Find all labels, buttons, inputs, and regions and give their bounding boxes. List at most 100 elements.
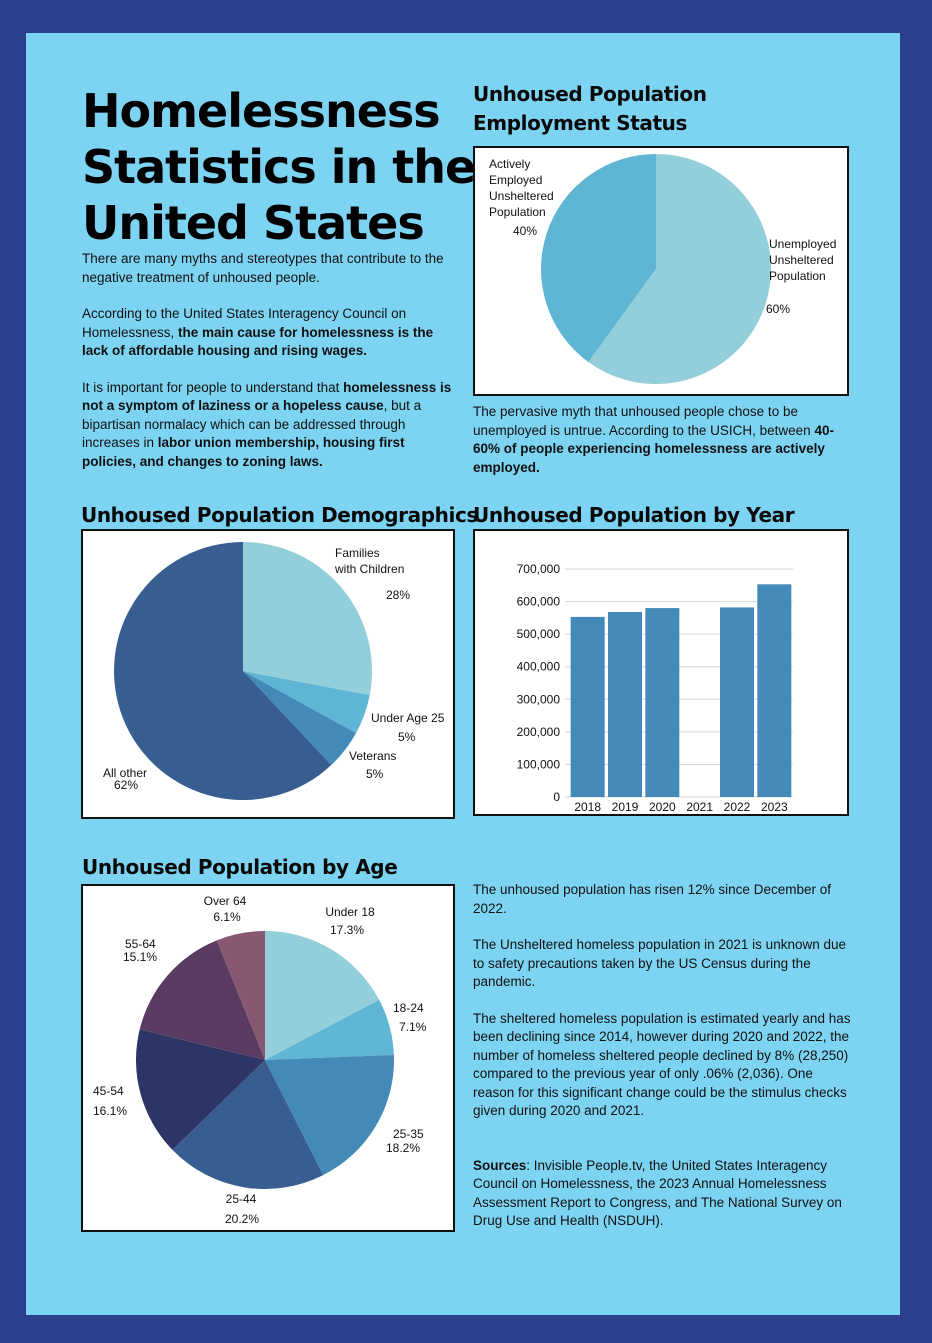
- intro-p3-bold: labor union membership, housing first po…: [82, 435, 405, 469]
- infographic-page: Homelessness Statistics in the United St…: [26, 33, 900, 1315]
- intro-p3-text: It is important for people to understand…: [82, 379, 344, 395]
- slice-label: Under 18: [325, 905, 375, 919]
- x-tick-label: 2020: [649, 800, 676, 814]
- employment-chart-box: Unemployed Unsheltered Population 60% Active…: [473, 146, 849, 396]
- x-tick-label: 2019: [612, 800, 639, 814]
- notes-paragraph-2: The Unsheltered homeless population in 2…: [473, 937, 846, 989]
- pie-slice: [265, 1054, 395, 1176]
- employment-caption-bold: 40-60% of people experiencing homelessne…: [473, 422, 834, 475]
- pie-slice: [265, 999, 394, 1060]
- y-tick-label: 200,000: [517, 725, 561, 739]
- x-tick-label: 2023: [761, 800, 788, 814]
- pie-slice: [243, 671, 357, 766]
- x-tick-label: 2021: [686, 800, 713, 814]
- bar: [608, 611, 642, 797]
- intro-text: There are many myths and stereotypes tha…: [82, 250, 458, 471]
- pie-slice: [216, 931, 265, 1060]
- by-age-title: Unhoused Population by Age: [82, 855, 398, 879]
- intro-paragraph-2: According to the United States Interagen…: [82, 305, 458, 361]
- slice-label: Population: [489, 205, 546, 219]
- slice-value-label: 20.2%: [225, 1212, 259, 1226]
- slice-label: Under Age 25: [371, 711, 445, 725]
- y-tick-label: 0: [553, 790, 560, 804]
- pie-slice: [139, 940, 265, 1060]
- slice-label: 18-24: [393, 1001, 424, 1015]
- main-title-line: United States: [82, 196, 425, 250]
- slice-label: 55-64: [125, 937, 156, 951]
- notes-text: The unhoused population has risen 12% si…: [473, 881, 851, 1231]
- bar: [720, 607, 754, 797]
- slice-label: 45-54: [93, 1084, 124, 1098]
- sources-paragraph: Sources: Invisible People.tv, the United…: [473, 1157, 851, 1231]
- slice-value-label: 40%: [513, 224, 537, 238]
- slice-label: Unemployed: [769, 237, 836, 251]
- intro-p2-bold: the main cause for homelessness is the l…: [82, 324, 434, 359]
- slice-label: Unsheltered: [489, 189, 554, 203]
- slice-label: Unsheltered: [769, 253, 834, 267]
- slice-value-label: 5%: [398, 730, 416, 744]
- x-tick-label: 2022: [724, 800, 751, 814]
- pie-slice: [243, 671, 370, 734]
- employment-caption-text: The pervasive myth that unhoused people …: [473, 404, 815, 438]
- by-age-chart-box: Under 18 17.3% 18-24 7.1% 25-35 18.2% 25-44 20.…: [81, 884, 455, 1232]
- sources-label: Sources: [473, 1157, 527, 1173]
- by-year-chart-box: 0 100,000 200,000 300,000 400,000 500,000 600,…: [473, 529, 849, 816]
- pie-slice: [172, 1060, 324, 1189]
- slice-label: 25-44: [226, 1192, 257, 1206]
- pie-slice: [265, 931, 380, 1060]
- notes-paragraph-1: The unhoused population has risen 12% si…: [473, 882, 831, 916]
- main-title-line: Statistics in the: [82, 140, 476, 194]
- slice-value-label: 28%: [386, 588, 410, 602]
- sources-text: : Invisible People.tv, the United States…: [473, 1157, 842, 1229]
- y-tick-label: 700,000: [517, 562, 561, 576]
- employment-caption: The pervasive myth that unhoused people …: [473, 403, 841, 477]
- slice-label: Actively: [489, 157, 530, 171]
- intro-p2-text: According to the United States Interagen…: [82, 306, 407, 340]
- intro-paragraph-3: It is important for people to understand…: [82, 379, 458, 472]
- intro-p3-text: , but a bipartisan normalacy which can b…: [82, 398, 422, 450]
- employment-title-line: Unhoused Population: [473, 82, 707, 106]
- by-year-bar-chart: 0 100,000 200,000 300,000 400,000 500,000 600,…: [517, 562, 793, 814]
- employment-title-line: Employment Status: [473, 111, 687, 135]
- pie-slice: [113, 542, 332, 800]
- slice-value-label: 62%: [114, 778, 138, 792]
- employment-title: Unhoused Population Employment Status: [473, 80, 707, 138]
- slice-label: Population: [769, 269, 826, 283]
- bar: [570, 616, 605, 797]
- slice-value-label: 18.2%: [386, 1141, 420, 1155]
- slice-label: Over 64: [204, 894, 247, 908]
- slice-value-label: 5%: [366, 767, 384, 781]
- notes-paragraph-3: The sheltered homeless population is est…: [473, 1010, 851, 1119]
- main-title-line: Homelessness: [82, 84, 441, 138]
- slice-label: Employed: [489, 173, 542, 187]
- pie-slice: [136, 1029, 265, 1150]
- pie-slice: [588, 154, 771, 384]
- y-tick-label: 600,000: [517, 595, 561, 609]
- by-year-title: Unhoused Population by Year: [473, 503, 795, 527]
- slice-value-label: 15.1%: [123, 950, 157, 964]
- main-title: Homelessness Statistics in the United St…: [82, 83, 482, 251]
- slice-label: 25-35: [393, 1127, 424, 1141]
- pie-slice: [541, 154, 656, 363]
- employment-pie-chart: Unemployed Unsheltered Population 60% Active…: [489, 154, 836, 384]
- pie-slice: [243, 542, 372, 696]
- demographics-chart-box: Families with Children 28% Under Age 25 5% Ve…: [81, 529, 455, 819]
- slice-value-label: 60%: [766, 302, 790, 316]
- y-tick-label: 500,000: [517, 627, 561, 641]
- slice-value-label: 6.1%: [213, 910, 241, 924]
- y-tick-label: 300,000: [517, 692, 561, 706]
- intro-p3-bold: homelessness is not a symptom of lazines…: [82, 379, 452, 414]
- y-tick-label: 400,000: [517, 660, 561, 674]
- slice-value-label: 16.1%: [93, 1104, 127, 1118]
- slice-label: Families: [335, 546, 380, 560]
- slice-label: with Children: [334, 562, 404, 576]
- slice-label: Veterans: [349, 749, 396, 763]
- slice-value-label: 7.1%: [399, 1020, 427, 1034]
- x-tick-label: 2018: [574, 800, 601, 814]
- intro-paragraph-1: There are many myths and stereotypes tha…: [82, 251, 444, 285]
- demographics-title: Unhoused Population Demographics: [81, 503, 478, 527]
- y-tick-label: 100,000: [517, 757, 561, 771]
- bar: [645, 608, 680, 797]
